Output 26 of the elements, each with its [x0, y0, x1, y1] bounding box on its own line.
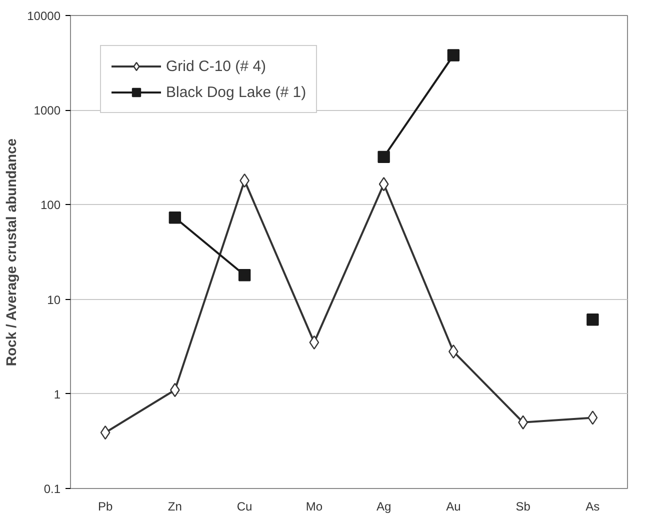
legend-label: Black Dog Lake (# 1)	[166, 84, 306, 100]
point	[588, 410, 598, 425]
x-tick-label: Ag	[376, 500, 392, 514]
y-tick-label: 10000	[27, 9, 61, 23]
x-tick-label: Sb	[516, 500, 531, 514]
x-tick-label: Cu	[236, 500, 252, 514]
y-axis-title: Rock / Average crustal abundance	[3, 138, 20, 366]
y-tick-label: 1	[54, 387, 61, 402]
point	[378, 150, 390, 164]
point	[309, 335, 320, 350]
x-tick-label: As	[586, 500, 600, 514]
y-tick-label: 100	[40, 198, 61, 212]
x-tick-label: Zn	[168, 500, 182, 514]
y-tick-label: 0.1	[44, 482, 61, 496]
x-tick-label: Au	[446, 500, 461, 514]
point	[378, 177, 389, 192]
point	[447, 49, 460, 62]
x-tick-label: Pb	[98, 500, 113, 514]
y-tick-label: 10	[47, 292, 61, 307]
x-tick-label: Mo	[306, 500, 323, 514]
point	[238, 269, 251, 282]
y-tick-label: 1000	[34, 104, 61, 118]
point	[100, 425, 110, 440]
point	[168, 212, 182, 224]
legend-label: Grid C-10 (# 4)	[166, 58, 266, 74]
point	[586, 314, 599, 326]
